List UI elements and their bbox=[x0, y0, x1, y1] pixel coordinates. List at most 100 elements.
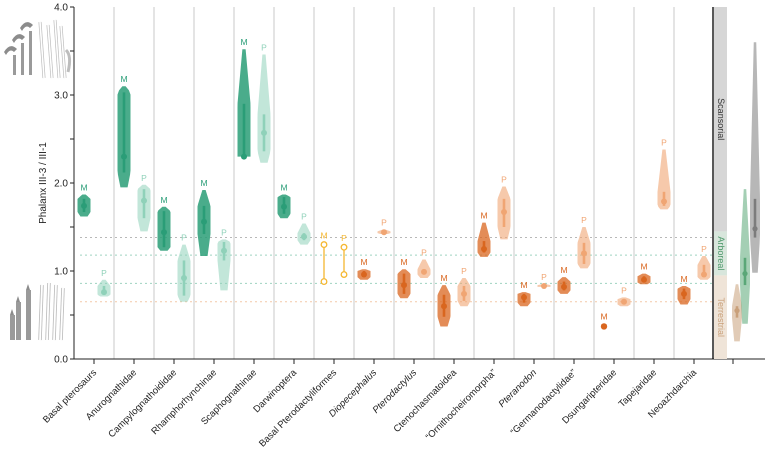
series-label: M bbox=[480, 211, 487, 221]
series-label: P bbox=[141, 173, 147, 183]
median-point bbox=[541, 282, 547, 289]
series-label: P bbox=[421, 248, 427, 258]
median-point bbox=[421, 268, 427, 275]
data-point bbox=[320, 278, 328, 286]
data-point bbox=[320, 241, 328, 249]
median-point bbox=[561, 283, 567, 290]
phalanx-shape bbox=[13, 55, 16, 75]
ecology-violin bbox=[750, 42, 760, 273]
x-axis: Basal pterosaursAnurognathidaeCampylogna… bbox=[41, 358, 765, 449]
median-point bbox=[581, 250, 587, 257]
median-point bbox=[661, 198, 667, 205]
claw-shape bbox=[26, 284, 30, 290]
finger-bone-inner bbox=[60, 287, 64, 341]
series-label: P bbox=[181, 233, 187, 243]
series-label: P bbox=[661, 138, 667, 148]
thumb-bone bbox=[64, 48, 72, 73]
series-label: P bbox=[261, 43, 267, 53]
series-label: M bbox=[600, 311, 607, 321]
violin-body bbox=[217, 239, 231, 291]
scansorial-hand-illustration bbox=[4, 19, 72, 79]
series-label: M bbox=[240, 37, 247, 47]
median-point bbox=[301, 233, 307, 240]
terrestrial-hand-illustration bbox=[10, 282, 65, 341]
y-axis-label: Phalanx III-3 / III-1 bbox=[38, 142, 49, 224]
claw-shape bbox=[12, 34, 25, 43]
ecology-band bbox=[714, 7, 727, 232]
median-point bbox=[621, 298, 627, 305]
phalanx-shape bbox=[26, 290, 31, 340]
finger-bone-inner bbox=[54, 19, 60, 79]
series-label: M bbox=[400, 257, 407, 267]
phalanx-shape bbox=[21, 43, 24, 75]
ecology-median-point bbox=[734, 308, 740, 314]
finger-bone-inner bbox=[39, 21, 45, 79]
median-point bbox=[701, 271, 707, 278]
series-label: M bbox=[120, 74, 127, 84]
series-label: P bbox=[621, 285, 627, 295]
median-point bbox=[361, 271, 367, 278]
x-tick-label: “Ornithocheiromorpha” bbox=[424, 367, 499, 442]
median-point bbox=[141, 197, 147, 204]
finger-bone-inner bbox=[53, 284, 57, 341]
claw-shape bbox=[4, 46, 17, 55]
median-point bbox=[101, 289, 107, 296]
series-label: P bbox=[701, 244, 707, 254]
phalanx-shape bbox=[10, 315, 15, 340]
median-point bbox=[641, 276, 647, 283]
series-label: M bbox=[680, 274, 687, 284]
x-tick-label: Pteranodon bbox=[497, 367, 540, 410]
series-label: M bbox=[560, 265, 567, 275]
reference-lines bbox=[80, 237, 713, 303]
ecology-band-label: Terrestrial bbox=[716, 297, 726, 337]
series-label: M bbox=[160, 195, 167, 205]
series-label: P bbox=[461, 266, 467, 276]
finger-bone-inner bbox=[60, 25, 66, 79]
x-tick-label: “Germanodactylidae” bbox=[509, 367, 580, 438]
median-point bbox=[201, 218, 207, 225]
median-point bbox=[381, 229, 387, 236]
finger-bone-inner bbox=[46, 282, 50, 341]
series-label: P bbox=[501, 175, 507, 185]
hand-illustrations bbox=[4, 19, 72, 341]
series-label: P bbox=[301, 211, 307, 221]
series-label: M bbox=[440, 273, 447, 283]
series-label: M bbox=[320, 231, 327, 241]
median-point bbox=[521, 294, 527, 301]
y-tick-label: 2.0 bbox=[54, 179, 68, 190]
x-tick-label: Basal Pterodactyliformes bbox=[257, 367, 339, 449]
median-point bbox=[281, 203, 287, 210]
x-tick-label: Tapejaridae bbox=[617, 367, 660, 410]
violin-body bbox=[237, 49, 251, 157]
median-point bbox=[501, 209, 507, 216]
median-point bbox=[181, 275, 187, 282]
claw-shape bbox=[10, 309, 14, 315]
series-label: M bbox=[200, 178, 207, 188]
series-label: P bbox=[581, 215, 587, 225]
median-point bbox=[81, 202, 87, 209]
series-label: M bbox=[640, 262, 647, 272]
data-point bbox=[600, 323, 608, 330]
data-point bbox=[340, 243, 348, 251]
median-point bbox=[221, 247, 227, 254]
series-label: M bbox=[520, 280, 527, 290]
series-label: P bbox=[341, 233, 347, 243]
ecology-reference: Scansorial Arboreal Terrestrial bbox=[712, 7, 760, 359]
y-tick-label: 3.0 bbox=[54, 91, 68, 102]
ecology-band-label: Arboreal bbox=[716, 236, 726, 270]
median-point bbox=[441, 303, 447, 310]
violin-body bbox=[657, 149, 671, 210]
claw-shape bbox=[16, 296, 20, 302]
median-point bbox=[261, 129, 267, 136]
y-tick-label: 0.0 bbox=[54, 355, 68, 366]
median-point bbox=[681, 290, 687, 297]
ecology-median-point bbox=[742, 271, 748, 277]
y-tick-label: 4.0 bbox=[54, 3, 68, 14]
median-point bbox=[401, 282, 407, 289]
series-label: M bbox=[80, 182, 87, 192]
series-label: M bbox=[360, 257, 367, 267]
x-tick-label: Campylognathoididae bbox=[106, 367, 179, 440]
ecology-band bbox=[714, 231, 727, 276]
median-point bbox=[241, 153, 247, 160]
series-label: P bbox=[221, 227, 227, 237]
